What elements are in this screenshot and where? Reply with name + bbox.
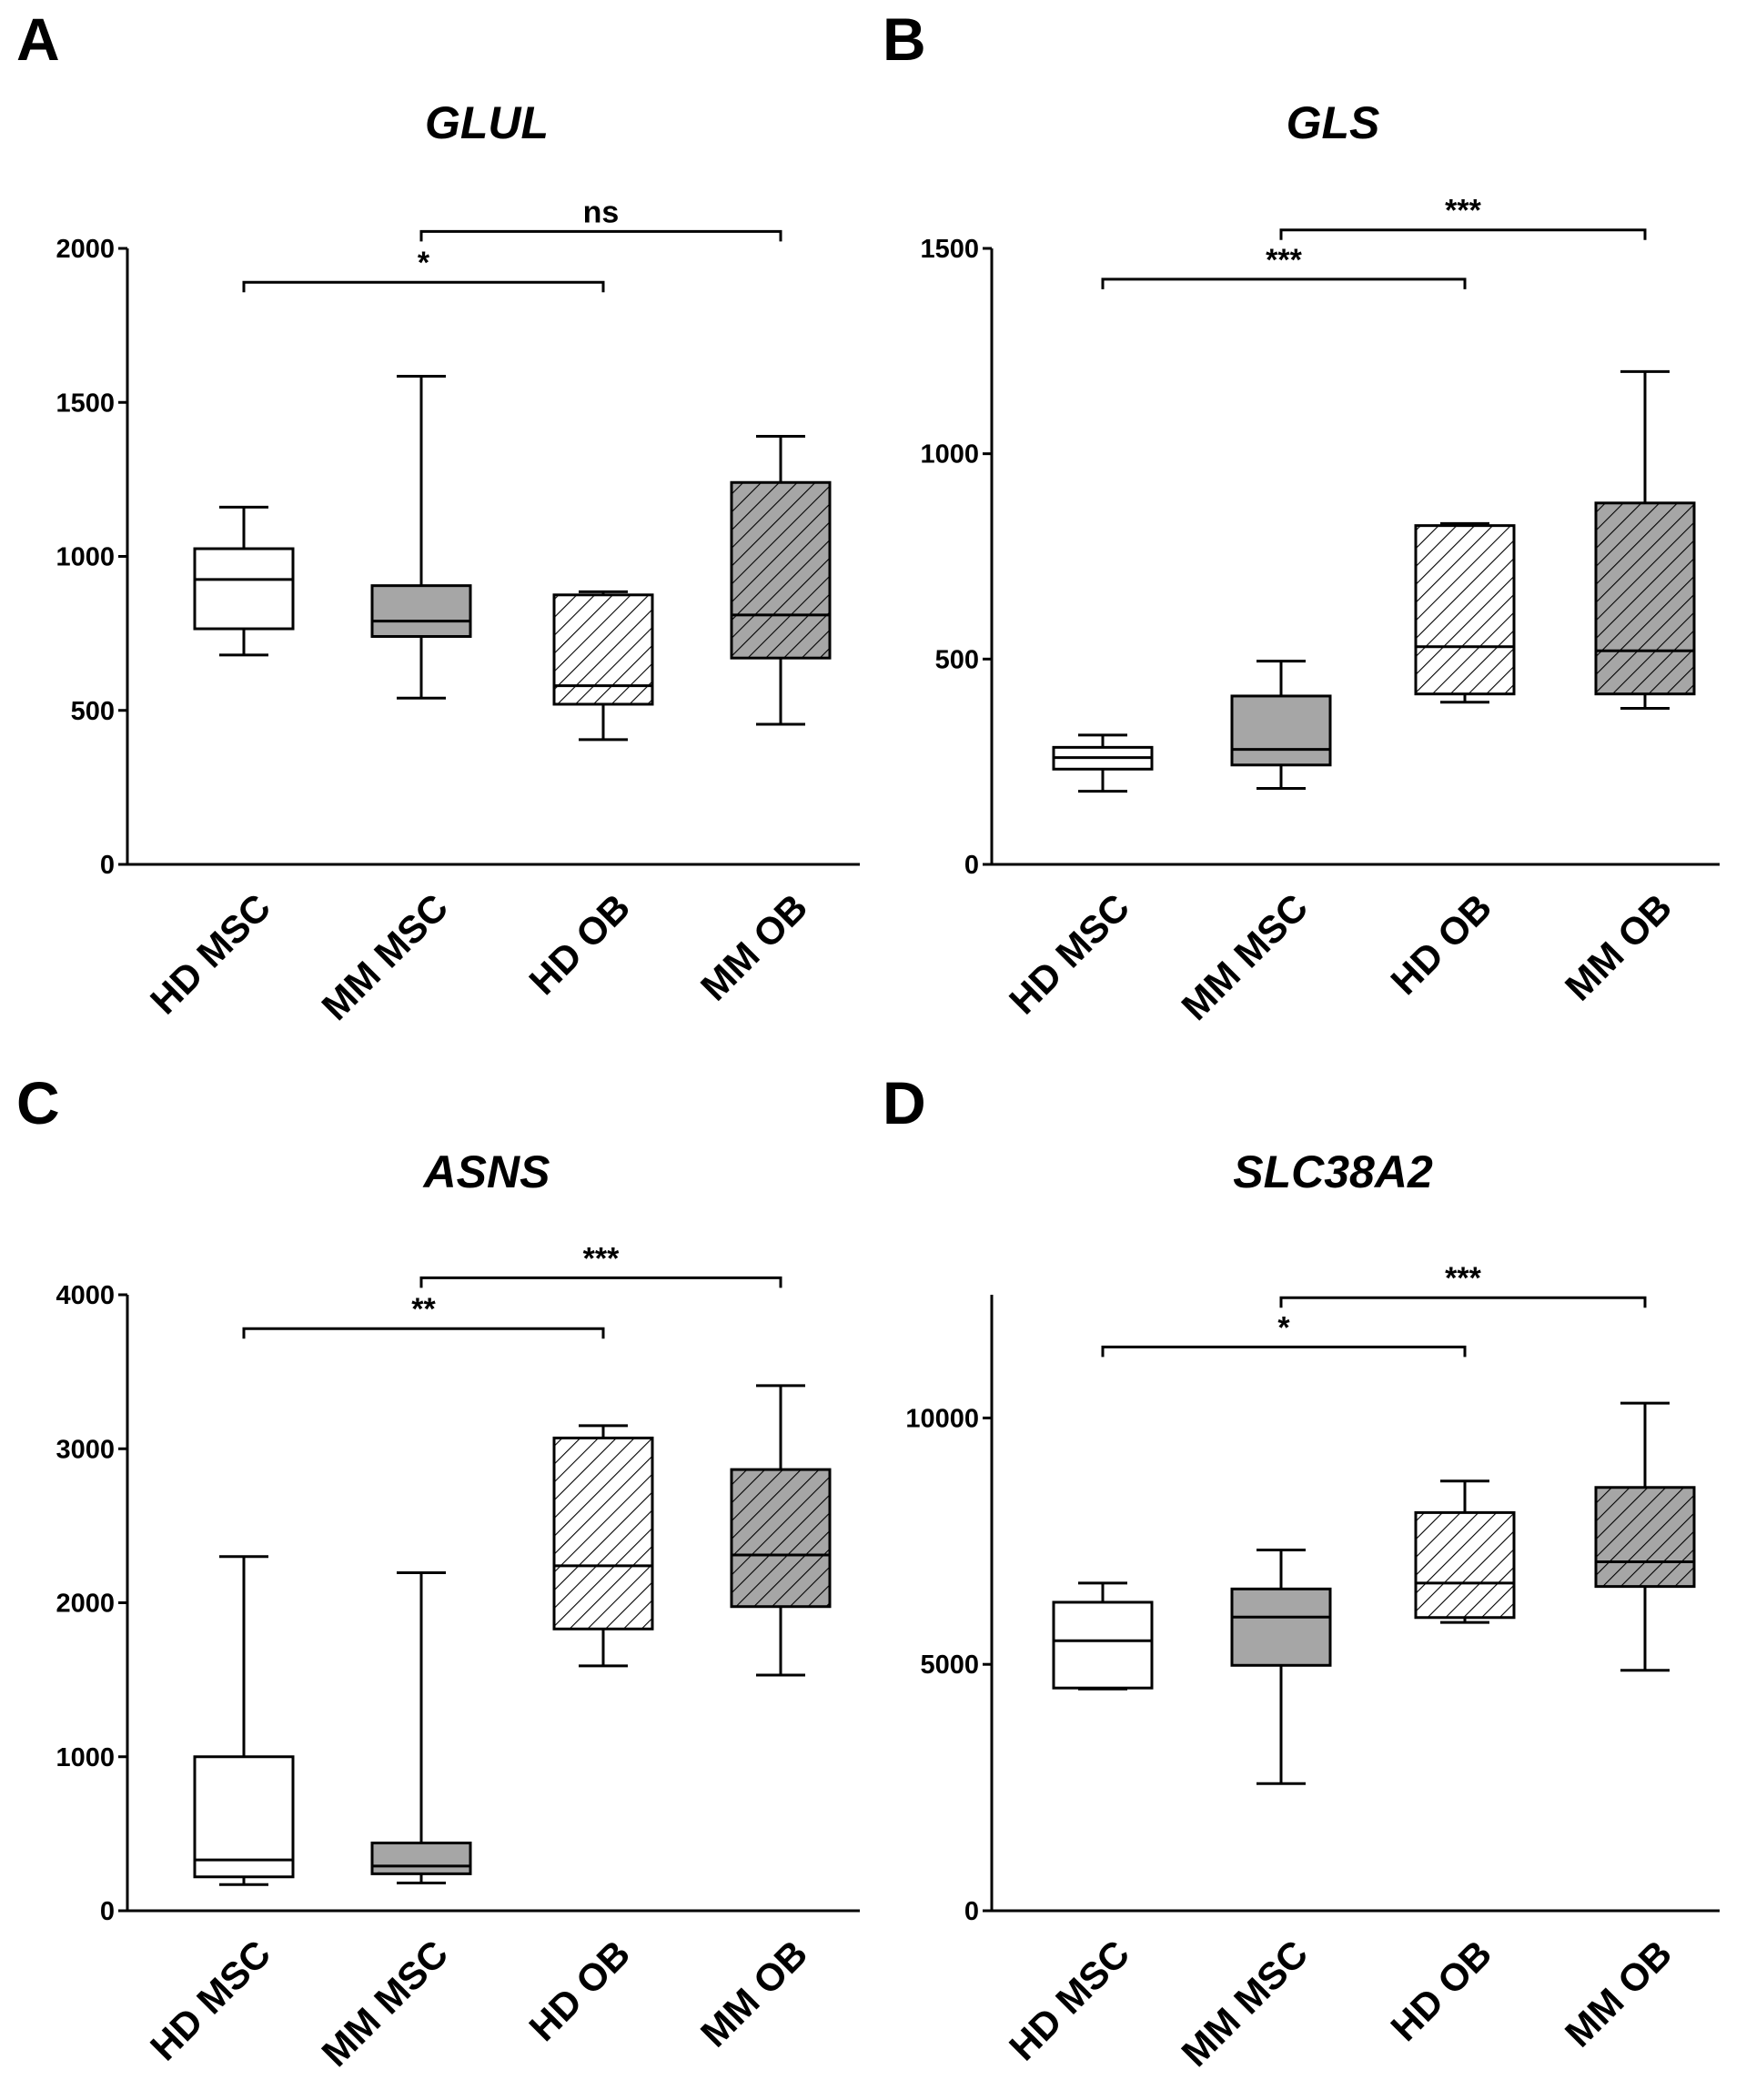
significance-bracket — [419, 1276, 782, 1288]
boxplot-area: 0 1000 2000 3000 4000 HD MSC MM MSC HD OB MM OB *… — [56, 1241, 860, 2075]
box — [370, 1842, 472, 1875]
panel-letter: C — [16, 1069, 60, 1136]
y-tick-label: 500 — [935, 645, 979, 674]
significance-label: ** — [411, 1292, 436, 1327]
chart-title: GLUL — [425, 97, 549, 148]
box — [370, 584, 472, 639]
significance-label: * — [1277, 1310, 1290, 1345]
box — [1052, 1600, 1154, 1690]
x-category-label: HD OB — [520, 1932, 638, 2049]
x-category-label: MM OB — [692, 885, 816, 1009]
y-tick-label: 0 — [100, 851, 115, 880]
y-tick-label: 1500 — [56, 389, 115, 418]
significance-bracket — [1279, 228, 1647, 240]
chart-title: SLC38A2 — [1233, 1146, 1433, 1197]
panel-letter: B — [883, 5, 926, 73]
y-tick-label: 0 — [964, 851, 979, 880]
x-category-label: HD MSC — [142, 885, 278, 1022]
significance-bracket — [1101, 278, 1467, 289]
y-tick-label: 4000 — [56, 1281, 115, 1310]
significance-bracket — [419, 229, 782, 242]
panel-c: C ASNS 0 1000 2000 3000 4000 HD MSC MM MSC HD O… — [16, 1069, 860, 2075]
significance-label: *** — [1445, 194, 1481, 228]
panel-a: A GLUL 0 500 1000 1500 2000 HD MSC MM MSC HD OB… — [16, 5, 860, 1028]
y-tick-label: 1000 — [56, 543, 115, 572]
significance-label: * — [418, 246, 430, 280]
box — [552, 1436, 654, 1631]
x-category-label: HD MSC — [142, 1932, 278, 2068]
y-tick-label: 1000 — [920, 440, 979, 469]
y-tick-label: 10000 — [905, 1404, 979, 1433]
significance-bracket — [1279, 1296, 1647, 1308]
x-category-label: MM MSC — [313, 885, 456, 1028]
y-tick-label: 1000 — [56, 1743, 115, 1772]
significance-bracket — [242, 1327, 605, 1339]
significance-bracket — [1101, 1345, 1467, 1358]
box — [1594, 501, 1696, 696]
box — [193, 1755, 295, 1879]
x-category-label: MM MSC — [313, 1932, 456, 2075]
box — [1230, 694, 1332, 767]
x-category-label: MM OB — [1557, 1932, 1680, 2055]
x-category-label: HD MSC — [1001, 1932, 1137, 2068]
boxplot-area: 0 500 1000 1500 2000 HD MSC MM MSC HD OB MM OB * n… — [56, 195, 860, 1028]
panel-letter: D — [883, 1069, 926, 1136]
x-category-label: MM MSC — [1173, 1932, 1316, 2075]
x-category-label: HD OB — [520, 885, 638, 1003]
significance-bracket — [242, 280, 605, 293]
box — [730, 1468, 832, 1609]
y-tick-label: 0 — [100, 1897, 115, 1926]
panel-letter: A — [16, 5, 60, 73]
y-tick-label: 3000 — [56, 1435, 115, 1464]
box — [193, 547, 295, 631]
y-tick-label: 2000 — [56, 235, 115, 264]
box — [1414, 1510, 1516, 1620]
box — [1230, 1587, 1332, 1667]
y-tick-label: 1500 — [920, 235, 979, 264]
y-tick-label: 2000 — [56, 1590, 115, 1619]
panel-b: B GLS 0 500 1000 1500 HD MSC MM MSC HD OB MM OB… — [883, 5, 1720, 1028]
panel-d: D SLC38A2 0 5000 10000 HD MSC MM MSC HD OB MM … — [883, 1069, 1720, 2075]
box — [1594, 1486, 1696, 1589]
chart-title: GLS — [1287, 97, 1380, 148]
significance-label: *** — [1445, 1261, 1481, 1296]
chart-title: ASNS — [422, 1146, 550, 1197]
significance-label: *** — [1266, 243, 1302, 278]
y-tick-label: 500 — [71, 697, 115, 726]
boxplot-area: 0 500 1000 1500 HD MSC MM MSC HD OB MM OB *** *** — [920, 194, 1720, 1028]
x-category-label: MM OB — [1557, 885, 1680, 1009]
significance-label: ns — [583, 195, 620, 229]
x-category-label: MM MSC — [1173, 885, 1316, 1028]
x-category-label: HD OB — [1382, 885, 1499, 1003]
y-tick-label: 0 — [964, 1897, 979, 1926]
x-category-label: HD MSC — [1001, 885, 1137, 1022]
x-category-label: MM OB — [692, 1932, 816, 2055]
box — [1414, 524, 1516, 696]
x-category-label: HD OB — [1382, 1932, 1499, 2049]
y-tick-label: 5000 — [920, 1651, 979, 1680]
box — [730, 480, 832, 660]
significance-label: *** — [583, 1241, 620, 1276]
box — [552, 593, 654, 706]
